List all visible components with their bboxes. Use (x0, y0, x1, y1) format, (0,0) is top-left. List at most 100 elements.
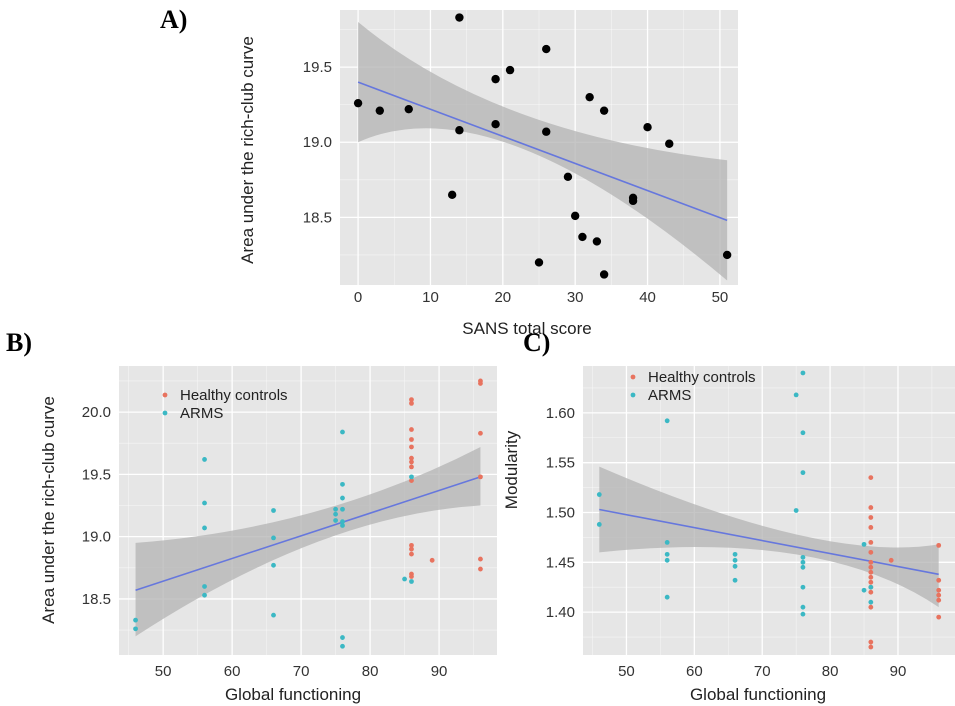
panel-c-x-tick-label: 80 (822, 663, 839, 680)
panel-b-letter: B) (6, 328, 32, 357)
panel-c: C) Global functioning Modularity 50 60 70 8… (502, 328, 955, 704)
panel-a-point-data (628, 196, 638, 206)
panel-c-point-arms (861, 587, 867, 593)
panel-c-point-arms (596, 522, 602, 527)
panel-a-point-data (534, 258, 544, 267)
panel-c-point-healthy-controls (868, 505, 874, 510)
panel-c-point-healthy-controls (868, 589, 874, 595)
panel-a-y-tick-label: 18.5 (303, 209, 332, 226)
panel-a-point-data (578, 232, 587, 242)
panel-c-point-arms (596, 492, 602, 497)
panel-a-point-data (542, 44, 551, 54)
panel-c-legend-key (630, 374, 636, 380)
panel-b-point-healthy-controls (409, 444, 414, 450)
panel-a-point-data (563, 172, 573, 182)
panel-b-point-arms (340, 635, 345, 640)
panel-a-point-data (491, 74, 500, 84)
panel-b-x-tick-label: 50 (155, 663, 172, 680)
panel-b-point-healthy-controls (409, 542, 414, 548)
panel-c-point-healthy-controls (868, 564, 874, 570)
panel-c-point-healthy-controls (936, 614, 942, 620)
panel-c-point-arms (800, 584, 806, 590)
panel-b-point-arms (409, 474, 414, 480)
panel-c-point-healthy-controls (868, 644, 874, 650)
panel-a-point-data (455, 126, 464, 135)
panel-c-x-axis-title: Global functioning (690, 685, 826, 704)
panel-a-regression-line (357, 81, 728, 222)
panel-a-x-axis-title: SANS total score (462, 319, 591, 338)
panel-b-point-arms (271, 508, 276, 513)
panel-c-point-healthy-controls (888, 557, 894, 563)
panel-c-point-healthy-controls (868, 574, 874, 580)
panel-c-point-healthy-controls (936, 597, 942, 603)
panel-b-point-arms (340, 481, 345, 487)
panel-c-x-tick-label: 50 (618, 663, 635, 680)
panel-a-point-data (592, 237, 602, 246)
panel-c-y-tick-label: 1.60 (546, 405, 575, 422)
panel-c-point-healthy-controls (936, 577, 942, 583)
panel-b-legend-key (162, 410, 168, 416)
panel-c-point-healthy-controls (868, 559, 874, 565)
panel-c-point-arms (793, 508, 799, 513)
panel-c-point-arms (732, 551, 738, 557)
panel-c-point-arms (664, 539, 670, 545)
panel-c-legend-key (630, 392, 636, 398)
panel-c-point-healthy-controls (868, 549, 874, 555)
panel-a-letter: A) (160, 5, 187, 34)
panel-a-point-data (665, 139, 674, 148)
panel-b-point-healthy-controls (409, 427, 414, 432)
panel-a-point-data (599, 270, 609, 279)
panel-b-point-healthy-controls (409, 437, 414, 442)
panel-c-point-arms (868, 584, 874, 590)
panel-b-point-healthy-controls (409, 464, 414, 470)
panel-b-x-tick-label: 90 (431, 663, 448, 680)
panel-c-legend-label: ARMS (648, 387, 691, 404)
panel-b-point-arms (333, 506, 338, 512)
panel-b-legend-label: Healthy controls (180, 387, 288, 404)
panel-c-point-arms (793, 392, 799, 398)
panel-b-point-healthy-controls (409, 397, 414, 403)
panel-a-point-data (643, 123, 652, 132)
panel-b-confidence-band (135, 446, 481, 637)
panel-a-point-data (570, 211, 580, 221)
panel-a-point-data (455, 13, 464, 22)
panel-a-point-data (542, 127, 551, 136)
panel-b-point-healthy-controls (478, 430, 483, 436)
panel-b-point-arms (202, 584, 207, 589)
panel-a-plot-area (340, 10, 738, 285)
panel-c-point-arms (861, 541, 867, 547)
panel-c-y-tick-label: 1.40 (546, 604, 575, 621)
panel-c-y-tick-label: 1.55 (546, 455, 575, 472)
panel-b-point-healthy-controls (478, 381, 483, 386)
panel-c-point-healthy-controls (868, 475, 874, 481)
panel-c-x-tick-label: 60 (686, 663, 703, 680)
panel-a-y-axis-title: Area under the rich-club curve (238, 36, 257, 264)
panel-b-point-arms (340, 643, 345, 649)
panel-b-point-arms (409, 579, 414, 584)
panel-c-point-arms (732, 577, 738, 583)
panel-c-x-tick-label: 70 (754, 663, 771, 680)
panel-c-point-healthy-controls (936, 587, 942, 593)
panel-c-point-arms (868, 599, 874, 605)
panel-c-legend-label: Healthy controls (648, 369, 756, 386)
panel-b-point-arms (202, 500, 207, 506)
panel-c-regression-line (599, 508, 939, 576)
panel-b-point-arms (340, 429, 345, 435)
panel-b-point-arms (133, 626, 138, 632)
panel-b-point-arms (271, 535, 276, 541)
panel-b-point-healthy-controls (478, 474, 483, 480)
panel-b-point-arms (333, 518, 338, 523)
panel-b-regression-line (135, 476, 481, 591)
panel-a-x-tick-label: 40 (639, 289, 656, 306)
panel-c-point-arms (664, 557, 670, 563)
panel-b-point-arms (202, 525, 207, 531)
panel-a-point-data (491, 120, 500, 129)
panel-c-point-arms (800, 370, 806, 376)
panel-c-point-arms (800, 604, 806, 610)
panel-c-point-arms (800, 470, 806, 476)
panel-c-point-arms (664, 551, 670, 557)
panel-b-x-tick-label: 80 (362, 663, 379, 680)
panel-b-point-healthy-controls (409, 459, 414, 465)
